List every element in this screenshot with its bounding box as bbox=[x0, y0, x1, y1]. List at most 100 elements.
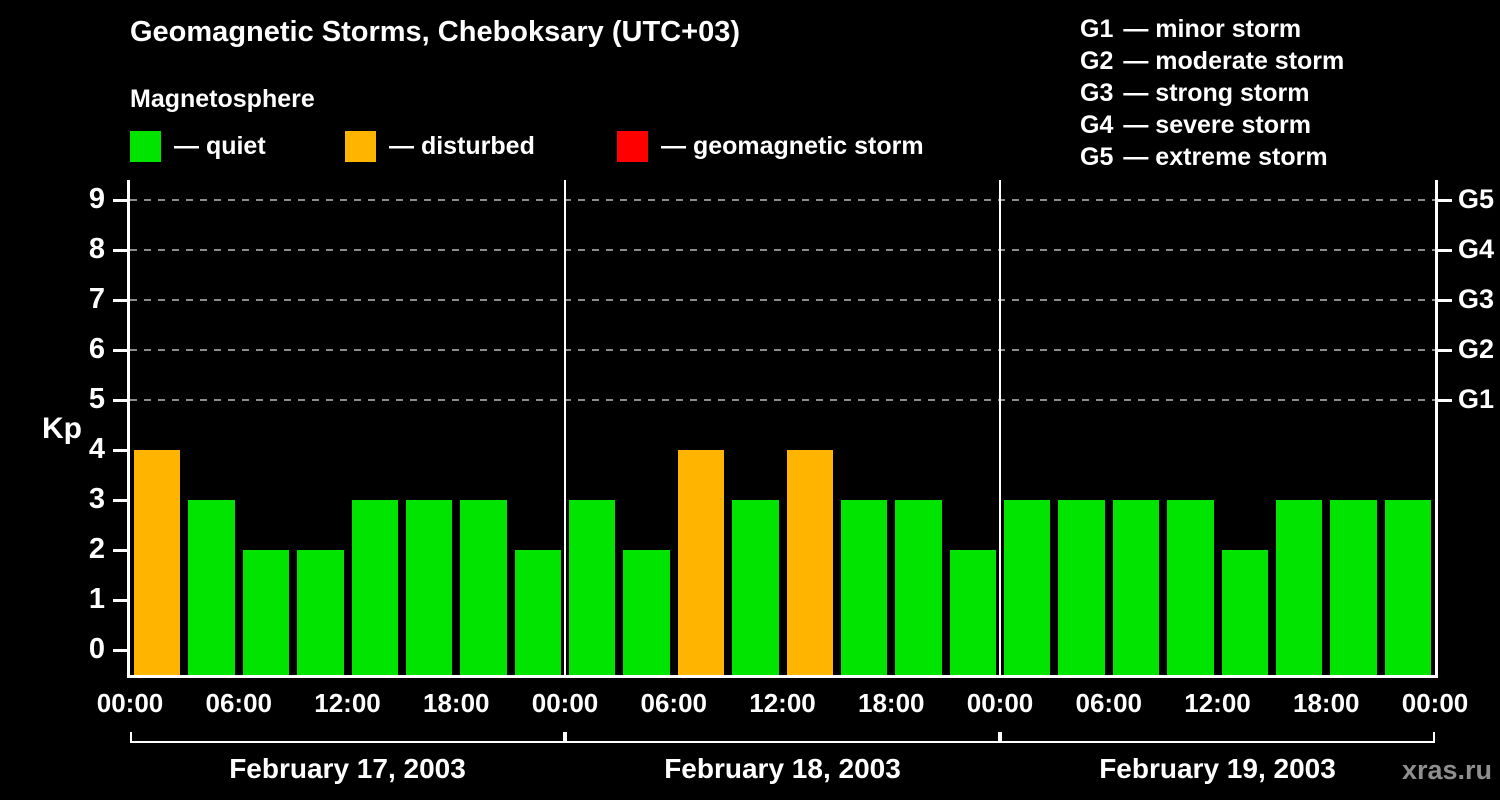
kp-bar-disturbed bbox=[134, 450, 181, 675]
storm-code: G4 bbox=[1080, 111, 1114, 139]
storm-label: — extreme storm bbox=[1123, 143, 1328, 171]
storm-swatch-icon bbox=[617, 131, 648, 162]
y-tick bbox=[113, 598, 127, 602]
day-divider bbox=[999, 180, 1001, 675]
kp-bar-quiet bbox=[569, 500, 616, 675]
x-tick-label: 06:00 bbox=[640, 688, 708, 718]
storm-scale-row-g1: G1 — minor storm bbox=[1080, 13, 1344, 45]
kp-bar-quiet bbox=[405, 500, 453, 675]
g-tick bbox=[1438, 198, 1452, 202]
date-label: February 17, 2003 bbox=[229, 753, 466, 784]
x-tick-label: 00:00 bbox=[1401, 688, 1469, 718]
day-bracket bbox=[1000, 732, 1435, 743]
kp-bar-quiet bbox=[1058, 500, 1105, 675]
y-tick bbox=[113, 198, 127, 202]
y-tick bbox=[113, 248, 127, 252]
date-label: February 18, 2003 bbox=[664, 753, 901, 784]
kp-bar-quiet bbox=[242, 550, 290, 675]
x-tick-label: 12:00 bbox=[749, 688, 816, 718]
day-bracket bbox=[565, 732, 1000, 743]
date-label: February 19, 2003 bbox=[1099, 753, 1336, 784]
storm-scale-row-g5: G5 — extreme storm bbox=[1080, 141, 1344, 173]
storm-code: G3 bbox=[1080, 79, 1114, 107]
kp-bar-quiet bbox=[514, 550, 561, 675]
kp-bar-quiet bbox=[1112, 500, 1160, 675]
kp-bar-disturbed bbox=[677, 450, 725, 675]
kp-bar-quiet bbox=[949, 550, 996, 675]
legend-label: — quiet bbox=[174, 132, 266, 160]
gridline-kp-8 bbox=[130, 249, 1435, 251]
x-tick-label: 06:00 bbox=[205, 688, 273, 718]
g-tick bbox=[1438, 248, 1452, 252]
kp-bar-quiet bbox=[1004, 500, 1051, 675]
y-tick bbox=[113, 548, 127, 552]
x-tick-label: 00:00 bbox=[96, 688, 164, 718]
kp-bar-quiet bbox=[297, 550, 344, 675]
kp-bar-quiet bbox=[840, 500, 888, 675]
kp-bar-quiet bbox=[1384, 500, 1431, 675]
y-tick bbox=[113, 498, 127, 502]
y-tick-label: 2 bbox=[88, 533, 105, 565]
gridline-kp-6 bbox=[130, 349, 1435, 351]
x-tick-label: 12:00 bbox=[1184, 688, 1251, 718]
kp-bar-quiet bbox=[1167, 500, 1214, 675]
x-axis-line bbox=[127, 675, 1438, 678]
legend-item-storm: — geomagnetic storm bbox=[617, 131, 924, 162]
legend-label: — disturbed bbox=[389, 132, 535, 160]
y-tick-label: 1 bbox=[88, 583, 105, 615]
legend-item-quiet: — quiet bbox=[130, 131, 266, 162]
storm-label: — severe storm bbox=[1123, 111, 1311, 139]
y-tick bbox=[113, 648, 127, 652]
storm-code: G2 bbox=[1080, 47, 1114, 75]
g-level-label: G5 bbox=[1458, 184, 1495, 214]
day-divider bbox=[564, 180, 566, 675]
y-tick bbox=[113, 348, 127, 352]
storm-scale-row-g4: G4 — severe storm bbox=[1080, 109, 1344, 141]
y-tick bbox=[113, 398, 127, 402]
kp-bar-quiet bbox=[188, 500, 235, 675]
storm-label: — moderate storm bbox=[1123, 47, 1345, 75]
kp-bar-quiet bbox=[1221, 550, 1268, 675]
y-axis-line bbox=[127, 180, 130, 678]
storm-scale-row-g2: G2 — moderate storm bbox=[1080, 45, 1344, 77]
magnetosphere-label: Magnetosphere bbox=[130, 85, 315, 113]
x-tick-label: 18:00 bbox=[423, 688, 490, 718]
gridline-kp-5 bbox=[130, 399, 1435, 401]
y-tick-label: 7 bbox=[88, 283, 105, 315]
x-tick-label: 06:00 bbox=[1075, 688, 1143, 718]
kp-bar-quiet bbox=[732, 500, 779, 675]
y-tick bbox=[113, 298, 127, 302]
kp-bar-quiet bbox=[1330, 500, 1377, 675]
g-level-label: G3 bbox=[1458, 284, 1495, 314]
kp-bar-quiet bbox=[1275, 500, 1323, 675]
legend-label: — geomagnetic storm bbox=[661, 132, 924, 160]
storm-scale-legend: G1 — minor storm G2 — moderate storm G3 — str… bbox=[1080, 13, 1344, 173]
g-tick bbox=[1438, 398, 1452, 402]
y-tick-label: 6 bbox=[88, 333, 105, 365]
legend-item-disturbed: — disturbed bbox=[345, 131, 535, 162]
kp-bar-quiet bbox=[623, 550, 670, 675]
quiet-swatch-icon bbox=[130, 131, 161, 162]
storm-label: — minor storm bbox=[1123, 15, 1302, 43]
g-tick bbox=[1438, 348, 1452, 352]
x-tick-label: 00:00 bbox=[966, 688, 1034, 718]
disturbed-swatch-icon bbox=[345, 131, 376, 162]
y-axis-title: Kp bbox=[42, 412, 82, 445]
chart-title: Geomagnetic Storms, Cheboksary (UTC+03) bbox=[130, 16, 740, 48]
day-bracket bbox=[130, 732, 565, 743]
gridline-kp-9 bbox=[130, 199, 1435, 201]
kp-bar-disturbed bbox=[786, 450, 833, 675]
y-tick-label: 5 bbox=[88, 383, 105, 415]
right-axis-line bbox=[1435, 180, 1438, 678]
storm-code: G5 bbox=[1080, 143, 1114, 171]
y-tick-label: 8 bbox=[88, 233, 105, 265]
kp-bar-quiet bbox=[895, 500, 942, 675]
g-level-label: G1 bbox=[1458, 384, 1495, 414]
storm-label: — strong storm bbox=[1123, 79, 1310, 107]
kp-bar-quiet bbox=[351, 500, 398, 675]
y-tick-label: 4 bbox=[88, 433, 105, 465]
gridline-kp-7 bbox=[130, 299, 1435, 301]
g-level-label: G4 bbox=[1458, 234, 1495, 264]
storm-scale-row-g3: G3 — strong storm bbox=[1080, 77, 1344, 109]
